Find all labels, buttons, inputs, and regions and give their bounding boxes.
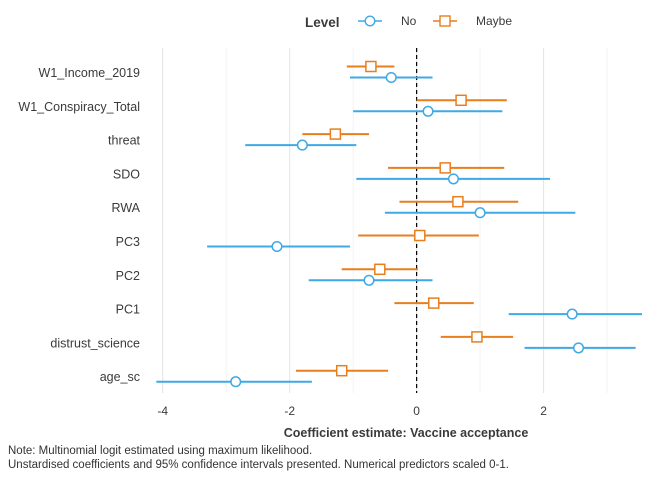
point-estimate-no [271, 240, 283, 253]
point-estimate-no [385, 71, 397, 84]
note-line-2: Unstardised coefficients and 95% confide… [8, 459, 509, 471]
point-estimate-no [566, 308, 578, 320]
point-estimate-no [422, 105, 434, 117]
legend-title: Level [305, 15, 340, 30]
y-tick-label: RWA [112, 201, 141, 215]
point-estimate-maybe [414, 229, 426, 242]
y-tick-label: W1_Income_2019 [39, 66, 141, 80]
y-tick-label: W1_Conspiracy_Total [18, 100, 140, 114]
point-estimate-maybe [329, 128, 342, 140]
legend-label-no: No [401, 14, 417, 28]
point-estimate-maybe [455, 94, 467, 107]
point-estimate-no [447, 173, 460, 185]
point-estimate-maybe [428, 297, 440, 309]
point-estimate-maybe [471, 331, 483, 343]
point-estimate-maybe [439, 162, 451, 174]
point-estimate-no [230, 376, 242, 388]
y-tick-label: age_sc [100, 370, 140, 384]
y-tick-label: threat [108, 134, 140, 148]
note-line-1: Note: Multinomial logit estimated using … [8, 445, 313, 457]
point-estimate-maybe [452, 195, 464, 208]
point-estimate-no [296, 139, 308, 151]
point-estimate-no [474, 207, 486, 219]
x-tick-label: 2 [540, 404, 547, 418]
legend-key-marker-maybe [439, 15, 451, 27]
y-tick-label: PC2 [116, 269, 140, 283]
point-estimate-maybe [335, 364, 348, 377]
legend-label-maybe: Maybe [476, 14, 512, 28]
y-tick-label: SDO [113, 167, 140, 181]
point-estimate-maybe [374, 263, 386, 276]
y-tick-label: distrust_science [50, 336, 140, 350]
y-tick-label: PC1 [116, 303, 140, 317]
x-tick-label: -4 [157, 404, 168, 418]
y-tick-label: PC3 [116, 235, 140, 249]
x-tick-label: 0 [413, 404, 420, 418]
point-estimate-no [572, 342, 585, 354]
point-estimate-no [363, 274, 375, 286]
x-axis-label: Coefficient estimate: Vaccine acceptance [284, 426, 529, 440]
point-estimate-maybe [365, 60, 377, 73]
legend-key-marker-no [364, 15, 376, 27]
x-tick-label: -2 [284, 404, 295, 418]
